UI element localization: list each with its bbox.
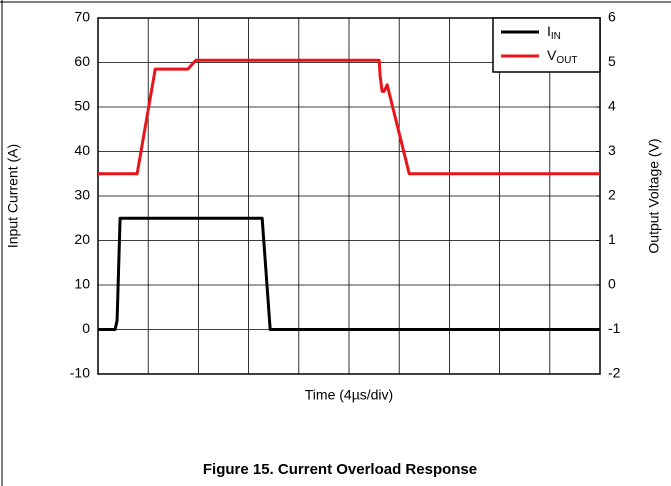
y2-tick-label: 0 bbox=[608, 276, 616, 292]
y-tick-label: 20 bbox=[74, 231, 90, 247]
legend-box bbox=[492, 17, 601, 73]
y2-tick-label: -1 bbox=[608, 320, 621, 336]
legend-label: VOUT bbox=[547, 47, 577, 66]
y2-tick-label: 1 bbox=[608, 231, 616, 247]
y-tick-label: 40 bbox=[74, 142, 90, 158]
y-tick-label: 0 bbox=[82, 320, 90, 336]
y-axis-label: Input Current (A) bbox=[5, 144, 21, 248]
y2-tick-label: 5 bbox=[608, 53, 616, 69]
x-axis-label: Time (4µs/div) bbox=[305, 387, 393, 403]
y2-tick-label: -2 bbox=[608, 365, 621, 381]
y-tick-label: 60 bbox=[74, 53, 90, 69]
series-line bbox=[98, 58, 600, 176]
legend-label: IIN bbox=[547, 23, 561, 42]
y2-tick-label: 3 bbox=[608, 142, 616, 158]
y-tick-label: 50 bbox=[74, 98, 90, 114]
y-tick-label: 10 bbox=[74, 276, 90, 292]
chart-title: Figure 15. Current Overload Response bbox=[203, 461, 477, 478]
y-tick-label: 70 bbox=[74, 9, 90, 25]
y-tick-label: 30 bbox=[74, 187, 90, 203]
y2-tick-label: 6 bbox=[608, 9, 616, 25]
y2-tick-label: 4 bbox=[608, 98, 616, 114]
y-tick-label: -10 bbox=[70, 365, 90, 381]
y2-tick-label: 2 bbox=[608, 187, 616, 203]
series-line bbox=[98, 216, 600, 331]
y2-axis-label: Output Voltage (V) bbox=[646, 138, 662, 253]
plot-frame bbox=[97, 17, 601, 375]
